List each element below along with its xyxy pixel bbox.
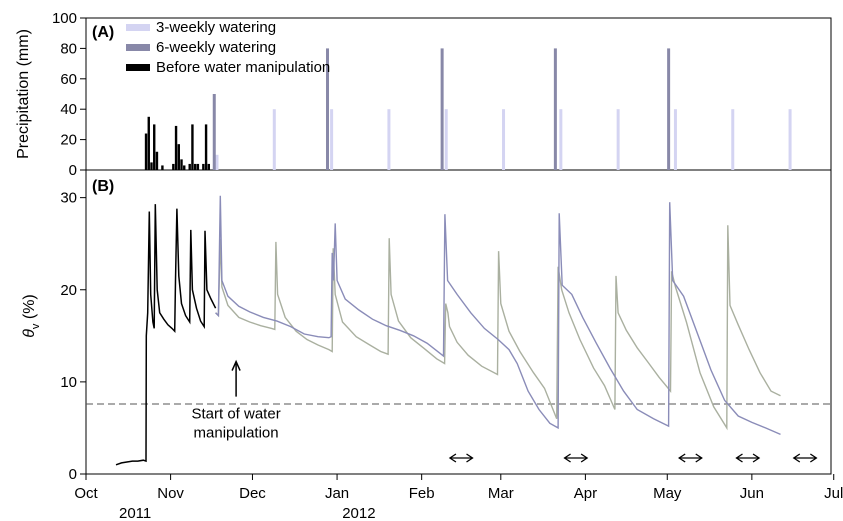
ytick-label-a: 100 [52, 10, 77, 27]
precip-bar [440, 48, 444, 170]
legend-label: 6-weekly watering [156, 39, 276, 56]
precip-bar [180, 159, 183, 170]
panel-b-annotations: Start of water manipulation [191, 359, 818, 463]
precip-bar [673, 109, 677, 170]
series-line-three [215, 225, 781, 431]
xtick-label: Mar [488, 485, 514, 502]
xtick-label: Jun [740, 485, 764, 502]
ytick-label-b: 10 [60, 374, 77, 391]
year-label: 2011 [119, 505, 151, 521]
year-label: 2012 [342, 505, 375, 521]
legend-swatch [126, 44, 150, 51]
panel-b-frame [85, 169, 832, 475]
precip-bar [667, 48, 671, 170]
xtick-label: Apr [574, 485, 597, 502]
precip-bar [731, 109, 735, 170]
legend-label: Before water manipulation [156, 59, 330, 76]
duration-arrow-head-left [563, 453, 571, 463]
axes-ticks: 0 20 40 60 80 100 0 10 20 30 Oct Nov Dec Jan Feb Mar Apr… [52, 10, 843, 521]
xtick-label: Jul [824, 485, 843, 502]
precip-bar [196, 163, 200, 170]
ytick-label-a: 40 [60, 101, 77, 118]
precip-bar [202, 163, 205, 170]
duration-arrow-head-left [735, 453, 743, 463]
legend-swatch [126, 24, 150, 31]
precip-bar [183, 165, 186, 170]
annotation-arrow-head [231, 359, 241, 371]
precip-bar [326, 48, 330, 170]
legend-label: 3-weekly watering [156, 19, 276, 36]
duration-arrow-head-right [752, 453, 761, 463]
duration-arrow-head-right [809, 453, 818, 463]
series-line-six [215, 195, 781, 436]
precip-bar [616, 109, 620, 170]
duration-arrow-head-right [580, 453, 589, 463]
annotation-text-line: manipulation [194, 425, 279, 442]
ytick-label-a: 0 [69, 162, 77, 179]
duration-arrow-head-right [466, 453, 474, 463]
duration-arrow-head-left [792, 453, 801, 463]
xtick-label: Feb [409, 485, 435, 502]
duration-arrow-head-left [678, 453, 686, 463]
panel-b-letter: (B) [92, 178, 114, 195]
precip-bar [147, 116, 150, 170]
precip-bar [212, 94, 216, 170]
ytick-label-b: 0 [69, 466, 77, 483]
precip-bar [502, 109, 506, 170]
ytick-label-a: 80 [60, 40, 77, 57]
annotation-text-line: Start of water [191, 406, 280, 423]
ytick-label-b: 20 [60, 282, 77, 299]
precip-bar [177, 144, 180, 170]
precip-bar [215, 154, 219, 170]
xtick-label: Oct [74, 485, 98, 502]
panel-b-ylabel: θv (%) [21, 294, 42, 338]
svg-text:θv (%): θv (%) [21, 294, 42, 338]
duration-arrow-head-left [448, 453, 457, 463]
ytick-label-a: 20 [60, 132, 77, 149]
precip-bar [330, 109, 334, 170]
precip-bar [553, 48, 557, 170]
precip-bar [272, 109, 276, 170]
ytick-label-a: 60 [60, 71, 77, 88]
series-line-before [115, 204, 217, 466]
xtick-label: Jan [325, 485, 349, 502]
xtick-label: May [653, 485, 682, 502]
precip-bar [444, 109, 448, 170]
precip-bar [153, 124, 156, 170]
panel-a-ylabel: Precipitation (mm) [15, 29, 32, 159]
precip-bar [788, 109, 792, 170]
precip-bar [559, 109, 563, 170]
precip-bar [155, 151, 159, 170]
xtick-label: Nov [157, 485, 184, 502]
precip-bar [144, 133, 148, 170]
panel-a-letter: (A) [92, 24, 114, 41]
precip-bar [207, 163, 211, 170]
legend-swatch [126, 64, 150, 71]
precip-bar [150, 162, 153, 170]
duration-arrow-head-right [695, 453, 703, 463]
panel-a-bars [144, 48, 792, 170]
precip-bar [172, 163, 175, 170]
precip-bar [188, 163, 191, 170]
precip-bar [174, 125, 178, 170]
panel-a-legend: 3-weekly watering 6-weekly watering Before… [126, 19, 330, 76]
precip-bar [161, 165, 164, 170]
precip-bar [193, 163, 197, 170]
ytick-label-b: 30 [60, 190, 77, 207]
precip-bar [387, 109, 391, 170]
panel-b-lines [86, 195, 831, 466]
precip-bar [191, 124, 194, 170]
precip-bar [204, 124, 208, 170]
xtick-label: Dec [239, 485, 266, 502]
